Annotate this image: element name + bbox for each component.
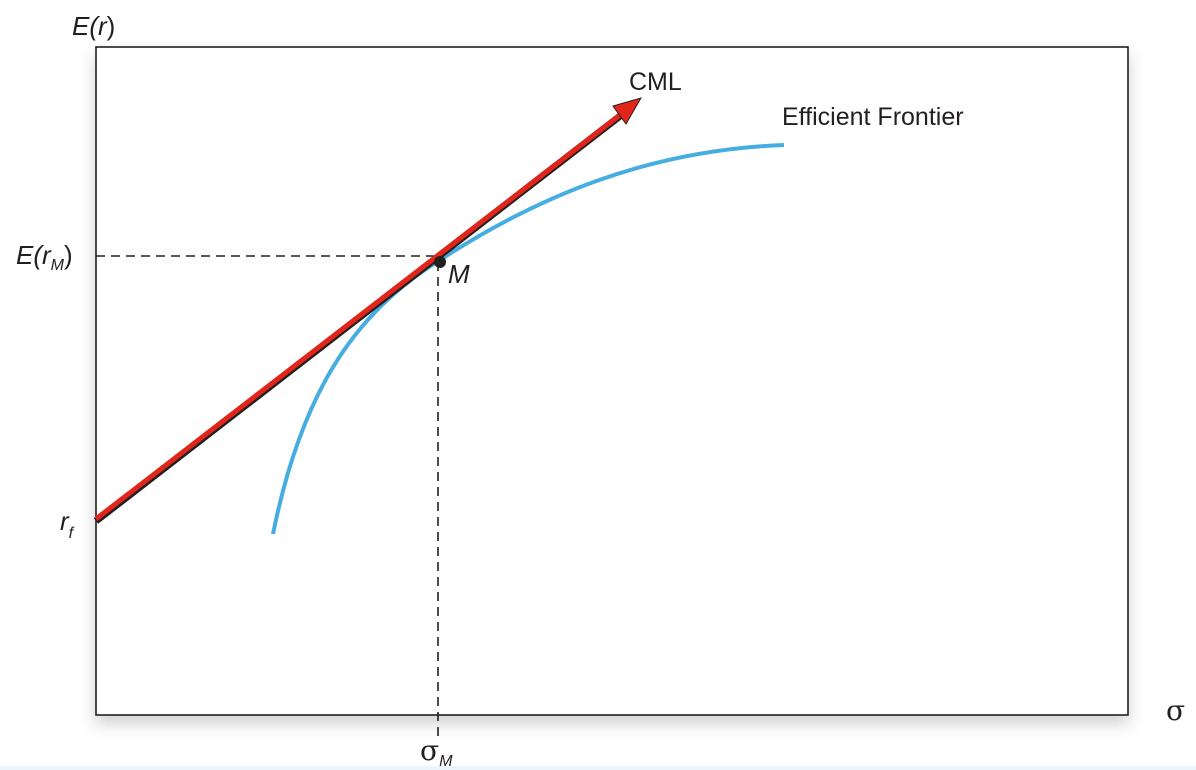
bottom-band — [0, 766, 1196, 770]
x-axis-label: σ — [1166, 694, 1185, 727]
y-axis-label: E(r) — [72, 11, 115, 41]
market-return-tick-label: E(rM) — [16, 240, 73, 274]
efficient-frontier-label: Efficient Frontier — [782, 103, 964, 131]
cml-line — [94, 110, 626, 521]
y-axis-label-var: r — [98, 11, 108, 41]
cml-label: CML — [629, 68, 682, 96]
market-return-var: r — [42, 240, 52, 270]
cml-arrowhead — [612, 97, 643, 125]
market-return-sub: M — [51, 257, 65, 274]
plot-panel — [95, 46, 1129, 716]
market-return-prefix: E( — [16, 240, 44, 270]
market-portfolio-point — [434, 256, 446, 268]
risk-free-var: r — [60, 506, 70, 536]
market-sd-var: σ — [420, 734, 439, 767]
market-sd-tick-label: σM — [420, 734, 453, 770]
market-sd-sub: M — [439, 753, 453, 770]
market-return-suffix: ) — [64, 240, 73, 270]
y-axis-label-prefix: E( — [72, 11, 100, 41]
risk-free-tick-label: rf — [60, 506, 75, 542]
market-portfolio-label: M — [448, 259, 470, 289]
y-axis-label-suffix: ) — [107, 11, 116, 41]
risk-free-sub: f — [69, 525, 75, 542]
